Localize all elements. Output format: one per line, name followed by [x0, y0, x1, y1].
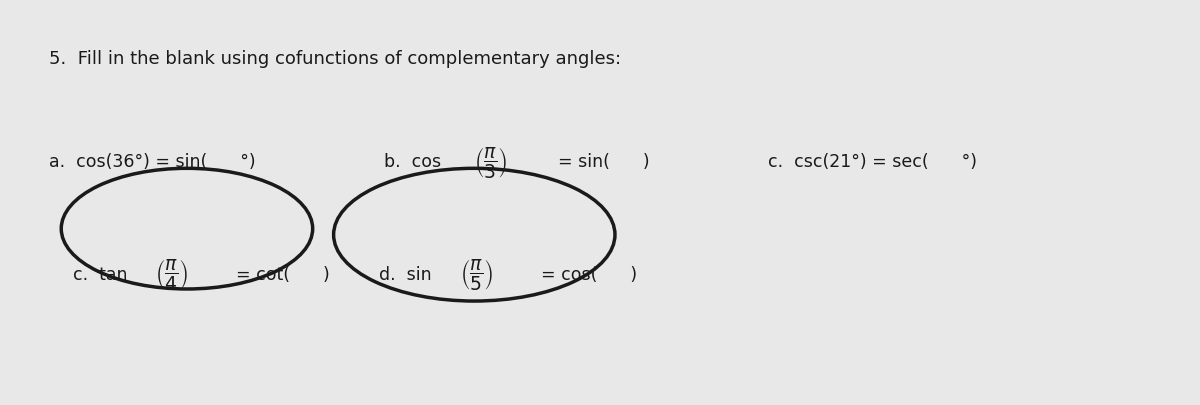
Text: $\left(\dfrac{\pi}{4}\right)$: $\left(\dfrac{\pi}{4}\right)$: [155, 258, 188, 292]
Text: $\left(\dfrac{\pi}{5}\right)$: $\left(\dfrac{\pi}{5}\right)$: [460, 258, 493, 292]
Text: a.  cos(36°) = sin(      °): a. cos(36°) = sin( °): [49, 153, 256, 171]
Text: $\left(\dfrac{\pi}{3}\right)$: $\left(\dfrac{\pi}{3}\right)$: [474, 145, 508, 180]
Text: d.  sin: d. sin: [378, 266, 431, 284]
Text: 5.  Fill in the blank using cofunctions of complementary angles:: 5. Fill in the blank using cofunctions o…: [49, 50, 622, 68]
Text: c.  csc(21°) = sec(      °): c. csc(21°) = sec( °): [768, 153, 977, 171]
Text: b.  cos: b. cos: [384, 153, 442, 171]
Text: = cos(      ): = cos( ): [541, 266, 637, 284]
Text: c.  tan: c. tan: [73, 266, 127, 284]
Text: = sin(      ): = sin( ): [558, 153, 649, 171]
Text: = cot(      ): = cot( ): [236, 266, 330, 284]
